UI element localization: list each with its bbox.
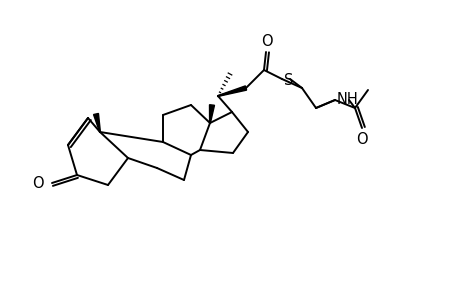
Text: S: S bbox=[283, 73, 293, 88]
Text: O: O bbox=[32, 176, 44, 190]
Polygon shape bbox=[93, 113, 100, 132]
Text: O: O bbox=[355, 132, 367, 147]
Polygon shape bbox=[209, 105, 214, 123]
Text: O: O bbox=[261, 34, 272, 49]
Polygon shape bbox=[218, 86, 246, 96]
Text: NH: NH bbox=[336, 92, 358, 106]
